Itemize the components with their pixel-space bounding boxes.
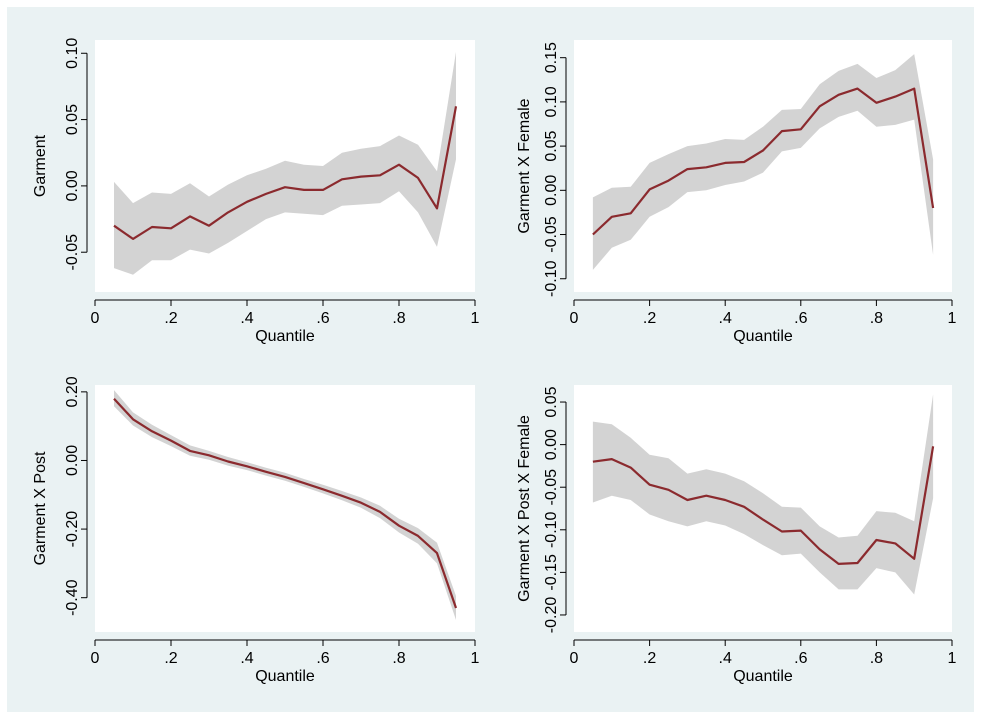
x-tick-label: 1	[948, 650, 957, 667]
y-tick-label: 0.20	[64, 376, 81, 407]
x-tick-label: .8	[392, 650, 405, 667]
y-tick-label: 0.05	[543, 130, 560, 161]
x-tick-label: .4	[719, 310, 732, 327]
x-tick-label: 1	[471, 650, 480, 667]
confidence-band	[592, 394, 934, 595]
y-axis-title: Garment	[32, 134, 49, 197]
y-tick-label: -0.10	[543, 260, 560, 297]
y-tick-label: 0.00	[64, 170, 81, 201]
y-tick-label: -0.10	[543, 511, 560, 548]
y-tick-label: -0.05	[64, 234, 81, 271]
estimate-line	[113, 397, 458, 609]
y-tick-label: 0.15	[543, 42, 560, 73]
y-tick-label: 0.00	[64, 445, 81, 476]
y-tick-label: -0.20	[543, 597, 560, 634]
confidence-band	[592, 54, 934, 270]
x-tick-label: .4	[719, 650, 732, 667]
x-tick-label: 0	[570, 310, 579, 327]
estimate-line	[113, 106, 458, 240]
chart-panel-2: 0 .2 .4 .6 .8 1 -0.10 -0.05 0.00 0.05 0.10 0.15 Quan…	[516, 40, 957, 345]
x-tick-label: .2	[164, 310, 177, 327]
y-tick-label: -0.15	[543, 554, 560, 591]
chart-panel-3: 0 .2 .4 .6 .8 1 -0.40 -0.20 0.00 0.20 Quantile Garm…	[32, 376, 480, 685]
x-tick-label: .4	[240, 650, 253, 667]
x-tick-label: 0	[91, 650, 100, 667]
x-tick-label: .2	[164, 650, 177, 667]
figure: 0 .2 .4 .6 .8 1 -0.05 0.00 0.05 0.10 Quantile Garme…	[7, 7, 974, 712]
y-tick-label: 0.10	[543, 86, 560, 117]
x-tick-label: .6	[794, 310, 807, 327]
y-tick-label: 0.10	[64, 38, 81, 69]
x-tick-label: .6	[316, 650, 329, 667]
confidence-band	[114, 51, 456, 275]
chart-panel-1: 0 .2 .4 .6 .8 1 -0.05 0.00 0.05 0.10 Quantile Garme…	[32, 38, 480, 345]
x-tick-label: .4	[240, 310, 253, 327]
y-tick-label: 0.00	[543, 175, 560, 206]
x-tick-label: 0	[570, 650, 579, 667]
y-tick-label: -0.40	[64, 579, 81, 616]
y-axis-title: Garment X Post	[32, 451, 49, 565]
x-tick-label: .6	[794, 650, 807, 667]
plot-area	[95, 385, 475, 632]
y-tick-label: 0.00	[543, 429, 560, 460]
chart-panel-4: 0 .2 .4 .6 .8 1 -0.20 -0.15 -0.10 -0.05 0.00 0.05 Qu…	[516, 385, 957, 685]
y-tick-label: -0.20	[64, 511, 81, 548]
x-tick-label: 0	[91, 310, 100, 327]
x-tick-label: .2	[643, 310, 656, 327]
x-tick-label: .8	[870, 650, 883, 667]
x-axis-title: Quantile	[255, 328, 315, 345]
y-tick-label: -0.05	[543, 216, 560, 253]
x-tick-label: 1	[471, 310, 480, 327]
x-tick-label: 1	[948, 310, 957, 327]
y-tick-label: -0.05	[543, 469, 560, 506]
figure-svg: 0 .2 .4 .6 .8 1 -0.05 0.00 0.05 0.10 Quantile Garme…	[32, 38, 957, 685]
estimate-line	[592, 87, 935, 236]
y-axis-title: Garment X Post X Female	[516, 415, 533, 602]
estimate-line	[592, 446, 935, 566]
x-tick-label: .6	[316, 310, 329, 327]
y-tick-label: 0.05	[64, 104, 81, 135]
x-axis-title: Quantile	[733, 328, 793, 345]
x-tick-label: .8	[392, 310, 405, 327]
x-tick-label: .8	[870, 310, 883, 327]
x-axis-title: Quantile	[255, 668, 315, 685]
x-tick-label: .2	[643, 650, 656, 667]
x-axis-title: Quantile	[733, 668, 793, 685]
y-tick-label: 0.05	[543, 386, 560, 417]
y-axis-title: Garment X Female	[516, 98, 533, 233]
